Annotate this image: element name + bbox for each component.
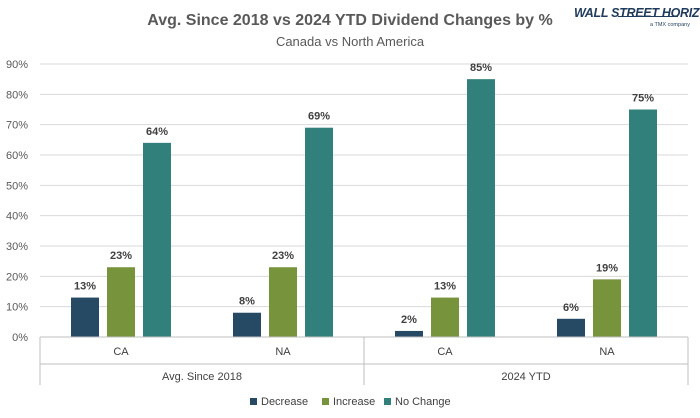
bar-increase xyxy=(431,297,459,337)
chart-title: Avg. Since 2018 vs 2024 YTD Dividend Cha… xyxy=(147,12,553,29)
bar-decrease xyxy=(233,312,261,337)
bar-no-change xyxy=(143,142,171,337)
wall-street-horizon-logo: WALL STREET HORIZON a TMX company xyxy=(574,6,700,44)
x-group-label: 2024 YTD xyxy=(501,371,550,383)
x-category-label: NA xyxy=(275,346,291,358)
x-category-label: NA xyxy=(599,346,615,358)
bar-no-change xyxy=(467,79,495,338)
legend-swatch xyxy=(322,398,329,405)
legend-label: Increase xyxy=(333,396,375,408)
legend-swatch xyxy=(250,398,257,405)
y-tick-label: 30% xyxy=(6,241,28,253)
data-label: 64% xyxy=(146,126,168,138)
bar-decrease xyxy=(71,297,99,337)
y-tick-label: 80% xyxy=(6,89,28,101)
legend: Decrease Increase No Change xyxy=(250,396,451,408)
legend-label: Decrease xyxy=(261,396,308,408)
data-label: 13% xyxy=(74,281,96,293)
x-category-label: CA xyxy=(113,346,129,358)
data-label: 6% xyxy=(563,302,579,314)
data-label: 13% xyxy=(434,281,456,293)
x-group-label: Avg. Since 2018 xyxy=(162,371,242,383)
logo-underline xyxy=(618,16,678,17)
x-axis: CA NA CA NA Avg. Since 2018 2024 YTD xyxy=(39,336,689,385)
chart-subtitle: Canada vs North America xyxy=(276,34,425,49)
y-tick-label: 90% xyxy=(6,59,28,71)
data-label: 85% xyxy=(470,62,492,74)
y-tick-label: 60% xyxy=(6,150,28,162)
y-tick-label: 40% xyxy=(6,211,28,223)
data-label: 75% xyxy=(632,93,654,105)
data-label: 23% xyxy=(272,250,294,262)
data-label: 69% xyxy=(308,111,330,123)
x-category-label: CA xyxy=(437,346,453,358)
data-label: 2% xyxy=(401,314,417,326)
bar-decrease xyxy=(557,318,585,337)
y-tick-label: 70% xyxy=(6,120,28,132)
gridlines xyxy=(40,63,688,308)
bars xyxy=(71,79,657,338)
y-tick-label: 20% xyxy=(6,271,28,283)
logo-sub-text: a TMX company xyxy=(650,22,690,28)
y-tick-label: 50% xyxy=(6,180,28,192)
legend-label: No Change xyxy=(395,396,451,408)
legend-swatch xyxy=(384,398,391,405)
bar-increase xyxy=(107,267,135,337)
data-label: 23% xyxy=(110,250,132,262)
y-axis-ticks: 0% 10% 20% 30% 40% 50% 60% 70% 80% 90% xyxy=(6,59,28,344)
bar-no-change xyxy=(629,109,657,337)
data-label: 19% xyxy=(596,262,618,274)
data-label: 8% xyxy=(239,296,255,308)
y-tick-label: 10% xyxy=(6,302,28,314)
bar-decrease xyxy=(395,330,423,337)
bar-increase xyxy=(269,267,297,337)
data-labels: 13% 23% 64% 8% 23% 69% 2% 13% 85% 6% 19% 75% xyxy=(74,62,654,326)
bar-increase xyxy=(593,279,621,337)
bar-no-change xyxy=(305,127,333,337)
y-tick-label: 0% xyxy=(12,332,28,344)
